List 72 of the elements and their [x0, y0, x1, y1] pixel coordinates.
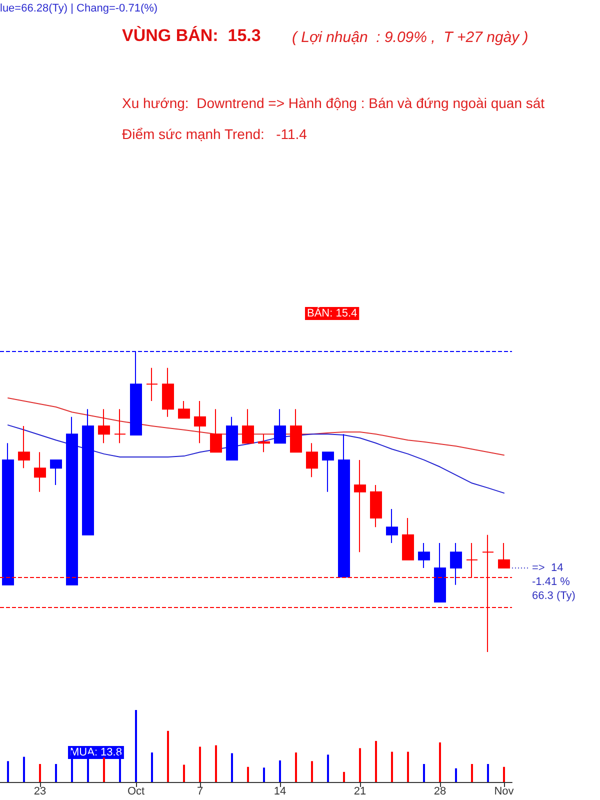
bar: [311, 761, 313, 782]
candlestick: [178, 400, 190, 419]
candlestick: [242, 408, 254, 444]
bar: [39, 764, 41, 782]
x-tick-label: 14: [274, 786, 286, 798]
bar: [455, 768, 457, 782]
candlestick: [338, 434, 350, 578]
bar: [23, 756, 25, 782]
candlestick: [194, 400, 206, 444]
bar: [295, 752, 297, 782]
bar: [503, 766, 505, 782]
bar: [407, 752, 409, 782]
candlestick: [226, 416, 238, 460]
candlestick: [450, 542, 462, 586]
bar: [487, 764, 489, 782]
candlestick: [66, 416, 78, 586]
bar: [215, 745, 217, 782]
text: Điểm sức mạnh Trend: -11.4: [122, 126, 308, 142]
candlestick: [274, 408, 286, 444]
bar: [151, 752, 153, 782]
bar: [439, 742, 441, 782]
candlestick: [82, 408, 94, 536]
annotation: => 14 -1.41 % 66.3 (Ty): [532, 562, 576, 602]
candlestick: [258, 434, 270, 453]
candlestick: [402, 518, 414, 560]
bar: [423, 764, 425, 782]
chart-title: VÙNG BÁN: 15.3: [122, 25, 261, 45]
bar: [231, 753, 233, 782]
bar: [471, 764, 473, 782]
text: Xu hướng: Downtrend => Hành động : Bán và đứng ngoài quan sát: [122, 95, 545, 111]
candlestick: [386, 508, 398, 544]
candlestick: [434, 542, 446, 603]
candlestick: [98, 408, 110, 444]
candlestick: [146, 367, 158, 402]
bar: [55, 764, 57, 782]
bar: [167, 730, 169, 782]
bar: [263, 768, 265, 782]
x-tick-label: 28: [434, 786, 446, 798]
text: BÁN: 15.4: [307, 306, 358, 320]
candlestick: [290, 408, 302, 453]
candlestick: [210, 408, 222, 453]
bar: [7, 761, 9, 782]
bar: [359, 748, 361, 782]
x-tick-label: 23: [34, 786, 46, 798]
bar: [135, 710, 137, 782]
candlestick: [322, 452, 334, 492]
bar: [183, 764, 185, 782]
bar: [391, 752, 393, 782]
candlestick: [370, 484, 382, 528]
x-tick-label: Oct: [127, 786, 145, 798]
candlestick: [2, 442, 14, 586]
candlestick: [498, 542, 510, 569]
bar: [279, 760, 281, 782]
bar: [375, 740, 377, 782]
candlestick: [418, 542, 430, 569]
bar: [199, 746, 201, 782]
x-tick-label: 7: [196, 786, 204, 798]
bar: [327, 754, 329, 782]
bar: [247, 766, 249, 782]
x-tick-label: Nov: [494, 786, 514, 798]
candlestick: [34, 452, 46, 492]
candlestick: [306, 442, 318, 478]
text: lue=66.28(Ty) | Chang=-0.71(%): [0, 2, 158, 14]
chart-subtitle: ( Lợi nhuận : 9.09% , T +27 ngày ): [292, 29, 528, 46]
candlestick: [114, 408, 126, 444]
bar: [103, 758, 105, 782]
x-tick-label: 21: [354, 786, 366, 798]
candlestick: [354, 459, 366, 553]
candlestick: [18, 425, 30, 469]
bar: [343, 772, 345, 782]
candlestick: [162, 367, 174, 418]
candlestick: [50, 459, 62, 486]
